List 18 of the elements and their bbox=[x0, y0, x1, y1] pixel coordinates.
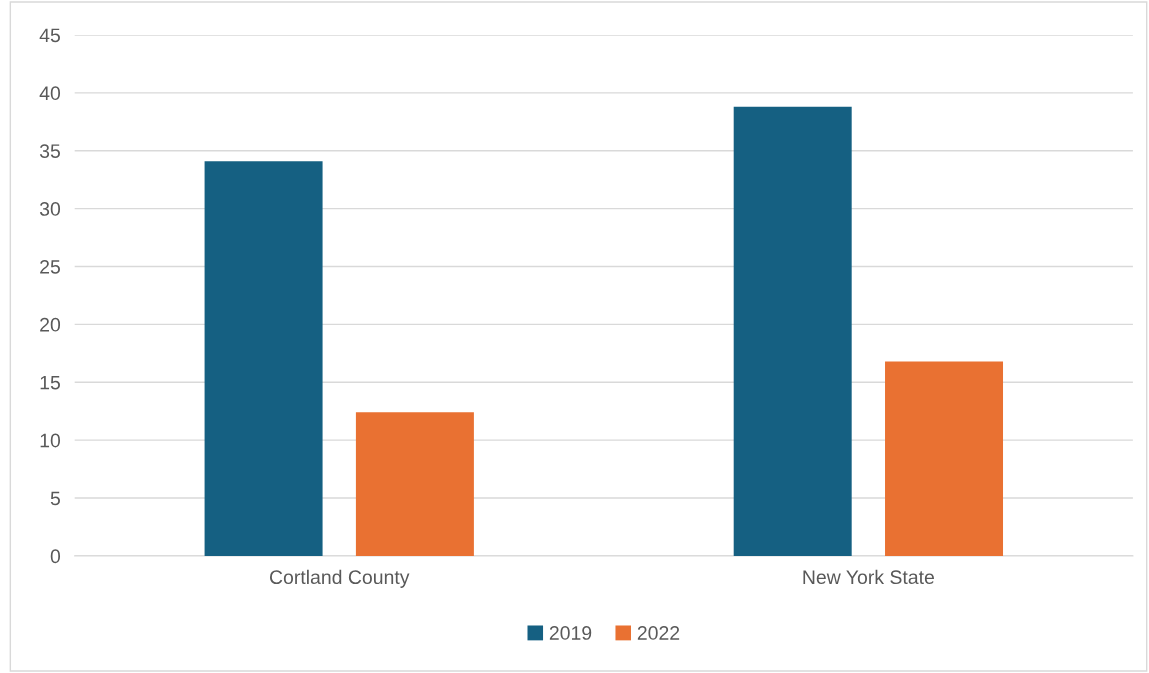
y-tick-label: 35 bbox=[39, 144, 60, 158]
bar bbox=[355, 412, 474, 556]
y-tick-label: 40 bbox=[39, 86, 61, 101]
y-tick-label: 20 bbox=[40, 317, 61, 332]
bar bbox=[885, 361, 1004, 556]
y-tick-label: 30 bbox=[39, 202, 61, 216]
legend-label: 2019 bbox=[549, 626, 592, 640]
x-tick-label: Cortland County bbox=[269, 569, 410, 588]
x-tick-label: New York State bbox=[803, 569, 934, 585]
y-tick-label: 15 bbox=[40, 375, 60, 390]
y-tick-label: 0 bbox=[50, 549, 61, 564]
y-tick-label: 45 bbox=[39, 28, 60, 43]
legend-label: 2022 bbox=[637, 626, 680, 640]
bar bbox=[733, 106, 852, 556]
bar bbox=[204, 161, 323, 556]
y-tick-label: 5 bbox=[50, 491, 60, 506]
y-tick-label: 10 bbox=[40, 433, 61, 448]
y-tick-label: 25 bbox=[40, 259, 60, 274]
